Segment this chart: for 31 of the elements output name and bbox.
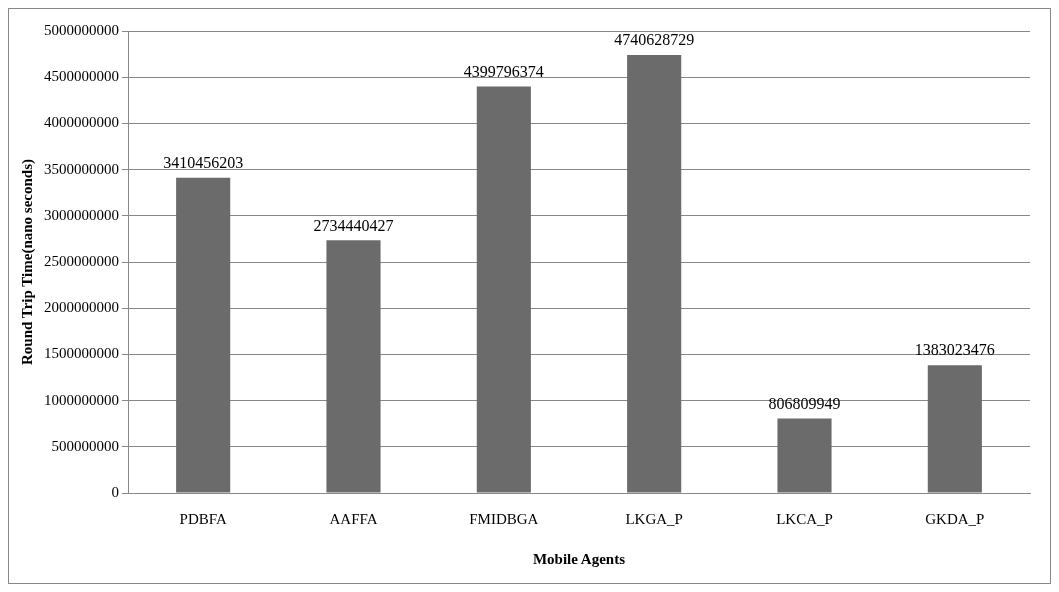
bar	[627, 54, 682, 493]
bar	[476, 86, 531, 493]
bar	[927, 365, 982, 493]
x-tick-label: LKCA_P	[776, 510, 833, 527]
y-tick-label: 2500000000	[44, 252, 119, 269]
data-label: 1383023476	[914, 341, 995, 359]
x-tick-label: PDBFA	[179, 510, 227, 527]
data-label: 806809949	[768, 394, 841, 412]
y-tick-label: 0	[111, 483, 119, 500]
y-tick-label: 4000000000	[44, 114, 119, 131]
y-tick-label: 500000000	[51, 437, 119, 454]
y-tick-label: 4500000000	[44, 68, 119, 85]
data-label: 3410456203	[163, 154, 244, 172]
x-tick-label: AAFFA	[329, 510, 378, 527]
bar	[777, 418, 832, 493]
y-tick-label: 2000000000	[44, 299, 119, 316]
y-axis-title: Round Trip Time(nano seconds)	[18, 158, 36, 366]
y-tick-label: 3000000000	[44, 206, 119, 223]
y-tick-label: 5000000000	[44, 21, 119, 38]
y-tick-label: 1000000000	[44, 391, 119, 408]
bar	[176, 177, 231, 493]
bar	[326, 240, 381, 493]
data-label: 2734440427	[313, 216, 394, 234]
y-tick-label: 3500000000	[44, 160, 119, 177]
data-label: 4399796374	[463, 62, 544, 80]
x-axis-title: Mobile Agents	[532, 550, 626, 567]
x-tick-label: GKDA_P	[925, 510, 985, 527]
data-label: 4740628729	[614, 31, 695, 49]
x-tick-label: LKGA_P	[625, 510, 683, 527]
x-tick-label: FMIDBGA	[469, 510, 539, 527]
y-tick-label: 1500000000	[44, 345, 119, 362]
